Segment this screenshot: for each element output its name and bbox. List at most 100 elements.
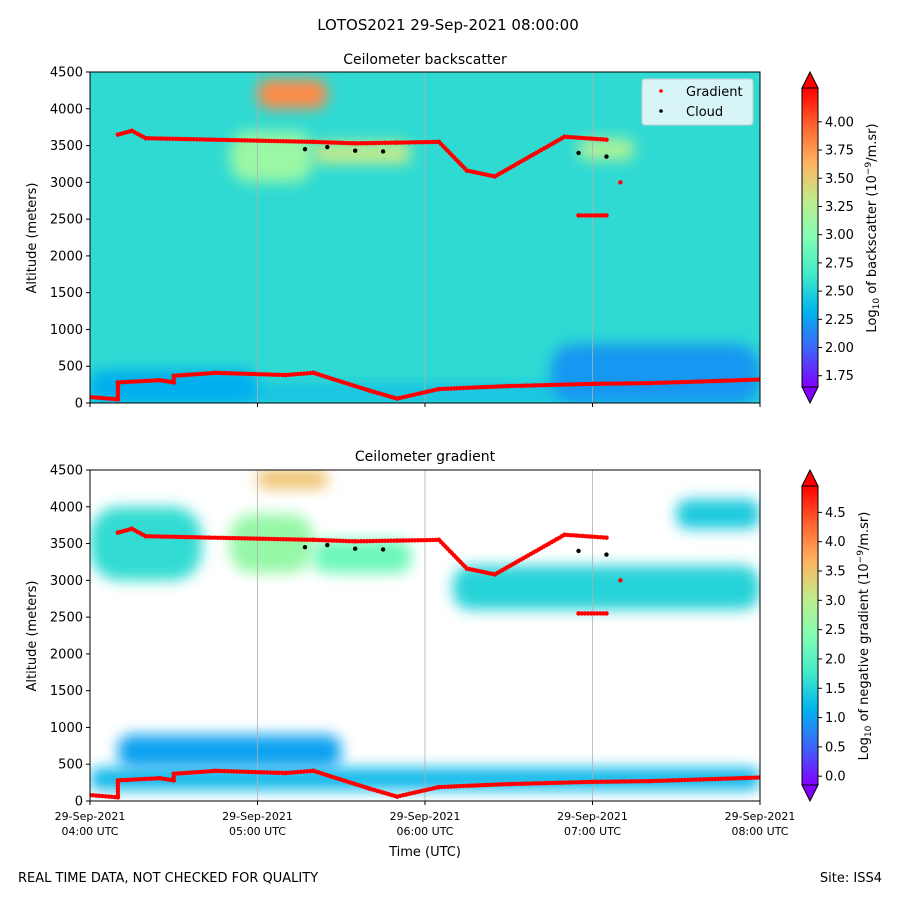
cloud-point: [380, 149, 386, 154]
gradient-point: [585, 213, 591, 218]
quality-disclaimer: REAL TIME DATA, NOT CHECKED FOR QUALITY: [18, 871, 318, 886]
gradient-point: [213, 768, 218, 774]
y-tick-label: 500: [58, 360, 83, 375]
cloud-point: [604, 154, 609, 159]
gradient-point: [115, 795, 121, 800]
colorbar-tick-label: 3.5: [825, 565, 846, 580]
gradient-point: [576, 213, 581, 218]
gradient-point: [171, 380, 176, 385]
cloud-point: [302, 545, 308, 550]
x-axis-label: Time (UTC): [388, 845, 461, 860]
colorbar-gradient: [802, 88, 818, 387]
gradient-point: [115, 530, 121, 535]
gradient-point: [394, 794, 400, 799]
backscatter-x-ticks: [89, 403, 761, 407]
gradient-point: [157, 377, 162, 383]
gradient-point: [436, 139, 442, 145]
legend-box: [641, 78, 754, 126]
y-tick-label: 3000: [50, 574, 83, 589]
gradient-point: [646, 380, 651, 386]
gradient-point: [115, 380, 121, 385]
gradient-point: [594, 611, 600, 616]
colorbar-tick-label: 2.5: [825, 623, 846, 638]
gradient-point: [311, 537, 316, 543]
cloud-point: [325, 542, 330, 548]
cloud-point: [380, 547, 386, 552]
x-tick-label-date: 29-Sep-2021: [725, 810, 796, 823]
backscatter-y-axis: 0 500 1000 1500 2000 2500 3000 3500 4000 4500: [50, 66, 90, 412]
backscatter-title: Ceilometer backscatter: [343, 52, 507, 68]
x-tick-label-date: 29-Sep-2021: [55, 810, 126, 823]
colorbar-tick-label: 3.25: [825, 200, 854, 215]
gradient-point: [436, 537, 442, 543]
gradient-point: [604, 137, 609, 142]
x-tick-label-time: 08:00 UTC: [731, 825, 788, 838]
y-tick-label: 4500: [50, 66, 83, 81]
colorbar-frame: [801, 87, 819, 388]
gradient-x-axis: 29-Sep-2021 04:00 UTC 29-Sep-2021 05:00 UTC…: [55, 801, 796, 838]
cloud-point: [302, 147, 308, 152]
gradient-point: [601, 213, 606, 218]
gradient-point: [590, 381, 595, 387]
colorbar-tick-label: 2.25: [825, 313, 854, 328]
heatmap-feature: [313, 539, 412, 573]
gradient-point: [394, 538, 400, 543]
heatmap-feature: [90, 506, 202, 581]
gradient-point: [588, 213, 594, 218]
gradient-point: [579, 611, 584, 616]
gradient-point: [604, 535, 609, 540]
colorbar-tick-label: 2.00: [825, 341, 854, 356]
gradient-point: [171, 778, 176, 783]
gradient-point: [591, 611, 597, 616]
gradient-point: [353, 141, 358, 146]
gradient-point: [143, 136, 149, 141]
colorbar-tick-label: 0.5: [825, 740, 846, 755]
gradient-point: [436, 386, 442, 392]
gradient-point: [604, 213, 609, 218]
gradient-point: [618, 180, 623, 185]
colorbar-tick-label: 0.0: [825, 770, 846, 785]
colorbar-tick-label: 2.50: [825, 285, 854, 300]
gradient-point: [562, 134, 567, 139]
legend-gradient-marker: [659, 89, 663, 93]
y-tick-label: 4500: [50, 464, 83, 479]
gradient-point: [715, 378, 721, 384]
gradient-point: [562, 532, 567, 537]
gradient-point: [115, 397, 121, 402]
y-tick-label: 3500: [50, 139, 83, 154]
gradient-point: [585, 611, 591, 616]
gradient-point: [157, 775, 162, 781]
heatmap-feature: [90, 369, 258, 403]
colorbar-tick-label: 1.0: [825, 711, 846, 726]
gradient-y-axis: 0 500 1000 1500 2000 2500 3000 3500 4000 4500: [50, 464, 90, 810]
cloud-point: [576, 150, 581, 156]
legend: Gradient Cloud: [641, 78, 754, 126]
colorbar-tick-label: 1.5: [825, 682, 846, 697]
y-tick-label: 2500: [50, 611, 83, 626]
gradient-point: [353, 539, 358, 544]
gradient-point: [311, 139, 316, 145]
gradient-panel: Ceilometer gradient 0 500 1000 1500 2000 2500…: [25, 449, 874, 860]
backscatter-colorbar-label: Log10 of backscatter (10−9/m.sr): [864, 123, 882, 332]
gradient-point: [213, 370, 218, 376]
x-tick-label-time: 05:00 UTC: [229, 825, 286, 838]
x-tick-label-date: 29-Sep-2021: [390, 810, 461, 823]
gradient-point: [283, 770, 288, 776]
gradient-point: [311, 768, 316, 774]
x-tick-label-time: 07:00 UTC: [564, 825, 621, 838]
gradient-point: [115, 132, 121, 137]
gradient-point: [283, 372, 288, 378]
colorbar-tick-label: 2.75: [825, 256, 854, 271]
colorbar-tick-label: 3.00: [825, 228, 854, 243]
colorbar-extend-max: [801, 468, 819, 487]
gradient-point: [582, 611, 587, 616]
cloud-point: [576, 548, 581, 554]
gradient-point: [601, 611, 606, 616]
colorbar-tick-label: 3.75: [825, 144, 854, 159]
gradient-point: [366, 388, 372, 393]
gradient-point: [588, 611, 594, 616]
gradient-ylabel: Altitude (meters): [25, 581, 40, 692]
gradient-point: [598, 611, 603, 616]
legend-gradient-label: Gradient: [686, 85, 743, 100]
